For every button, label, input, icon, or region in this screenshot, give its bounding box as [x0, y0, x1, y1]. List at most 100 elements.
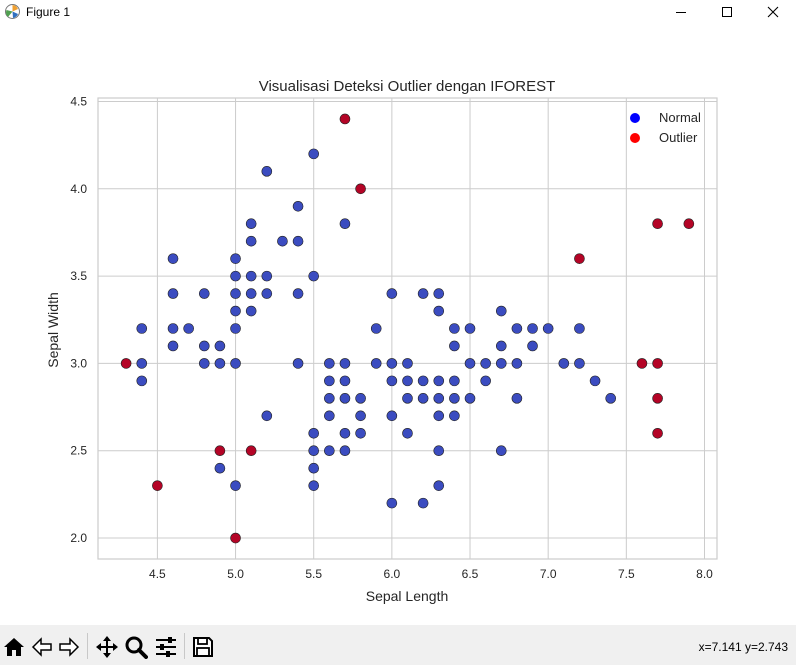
maximize-button[interactable] [704, 0, 750, 25]
normal-point [386, 410, 398, 422]
normal-point [402, 358, 413, 369]
pan-icon[interactable] [95, 635, 119, 659]
y-tick-label: 2.0 [70, 531, 87, 545]
normal-point [511, 393, 523, 404]
normal-point [308, 270, 320, 282]
normal-point [417, 375, 429, 387]
matplotlib-app-icon [5, 4, 20, 19]
configure-subplots-icon[interactable] [154, 635, 178, 659]
outlier-point [652, 218, 663, 230]
window-titlebar: Figure 1 [0, 0, 796, 25]
normal-point [230, 270, 241, 282]
back-icon[interactable] [30, 635, 54, 659]
x-tick-label: 4.5 [149, 567, 166, 581]
normal-point [308, 445, 320, 457]
normal-point [245, 235, 257, 247]
normal-point [495, 445, 507, 457]
x-tick-label: 8.0 [696, 567, 713, 581]
x-tick-labels: 4.5 5.0 5.5 6.0 6.5 7.0 7.5 8.0 [149, 567, 713, 581]
normal-point [355, 410, 366, 422]
normal-point [308, 480, 320, 491]
normal-point [386, 497, 398, 509]
chart-title: Visualisasi Deteksi Outlier dengan IFORE… [259, 78, 556, 95]
minimize-icon [676, 12, 686, 13]
normal-point [245, 218, 257, 230]
grid-lines [98, 98, 717, 559]
normal-point [292, 288, 304, 299]
normal-point [324, 375, 335, 387]
normal-point [511, 323, 523, 334]
normal-point [339, 218, 351, 230]
normal-point [605, 393, 617, 404]
normal-point [167, 340, 179, 352]
normal-point [449, 375, 460, 387]
normal-point [574, 323, 585, 334]
normal-point [245, 305, 257, 317]
figure-canvas[interactable]: 4.5 5.0 5.5 6.0 6.5 7.0 7.5 8.0 2.0 2.5 3.0 3.5 4.0… [0, 25, 796, 625]
normal-point [527, 340, 538, 352]
window-title: Figure 1 [26, 5, 71, 19]
outlier-point [214, 445, 226, 457]
normal-point [292, 358, 304, 369]
x-tick-label: 6.0 [384, 567, 401, 581]
normal-point [339, 427, 351, 439]
x-tick-label: 7.0 [540, 567, 557, 581]
legend-outlier-label: Outlier [659, 130, 698, 145]
save-icon[interactable] [191, 635, 215, 659]
normal-point [198, 358, 210, 369]
maximize-icon [722, 7, 732, 17]
normal-point [261, 166, 273, 177]
normal-point [449, 340, 460, 352]
x-tick-label: 7.5 [618, 567, 635, 581]
home-icon[interactable] [2, 635, 26, 659]
x-tick-label: 5.0 [227, 567, 244, 581]
outlier-point [636, 358, 648, 369]
normal-point [136, 358, 148, 369]
normal-point [355, 427, 366, 439]
normal-point [339, 358, 351, 369]
y-tick-label: 3.5 [70, 269, 87, 283]
normal-point [214, 340, 226, 352]
legend-outlier-marker [630, 133, 640, 143]
data-points [120, 113, 695, 544]
normal-point [230, 480, 241, 491]
outlier-point [339, 113, 351, 125]
cursor-coordinates: x=7.141 y=2.743 [698, 640, 788, 654]
normal-point [167, 288, 179, 299]
normal-point [449, 410, 460, 422]
normal-point [464, 393, 476, 404]
normal-point [386, 288, 398, 299]
normal-point [324, 410, 335, 422]
normal-point [245, 270, 257, 282]
y-tick-label: 4.5 [70, 94, 87, 108]
forward-icon[interactable] [57, 635, 81, 659]
normal-point [308, 462, 320, 474]
normal-point [245, 288, 257, 299]
normal-point [230, 288, 241, 299]
normal-point [136, 323, 148, 334]
normal-point [230, 358, 241, 369]
normal-point [417, 288, 429, 299]
outlier-point [355, 183, 366, 195]
normal-point [136, 375, 148, 387]
normal-point [433, 393, 445, 404]
x-tick-label: 6.5 [462, 567, 479, 581]
normal-point [417, 497, 429, 509]
zoom-icon[interactable] [124, 635, 148, 659]
normal-point [511, 358, 523, 369]
outlier-point [245, 445, 257, 457]
outlier-point [652, 427, 663, 439]
normal-point [480, 375, 491, 387]
close-button[interactable] [750, 0, 796, 25]
minimize-button[interactable] [658, 0, 704, 25]
normal-point [433, 305, 445, 317]
normal-point [433, 288, 445, 299]
normal-point [402, 375, 413, 387]
normal-point [386, 375, 398, 387]
normal-point [386, 358, 398, 369]
normal-point [261, 410, 273, 422]
y-axis-label: Sepal Width [45, 292, 61, 367]
normal-point [261, 270, 273, 282]
outlier-point [152, 480, 163, 491]
legend: Normal Outlier [630, 110, 701, 145]
